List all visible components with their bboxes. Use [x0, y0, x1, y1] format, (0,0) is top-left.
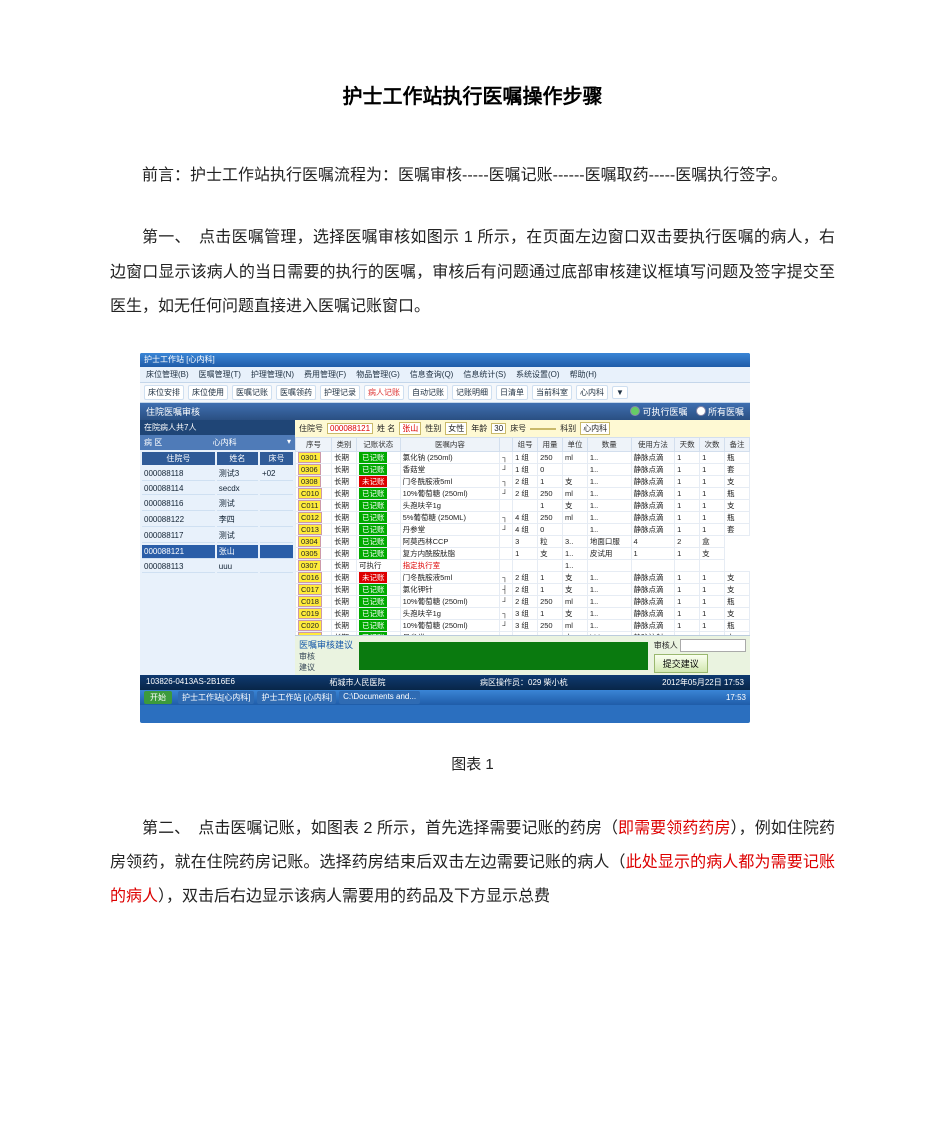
radio-executable[interactable]: 可执行医嘱	[630, 405, 687, 418]
taskbar-item[interactable]: 护士工作站[心内科]	[178, 691, 254, 704]
order-row[interactable]: 0305长期已记账复方内酰胺肽脂1支1..皮试用11支	[296, 548, 750, 560]
order-row[interactable]: C019长期已记账头孢呋辛1g┐3 组1支1..静脉点滴11支	[296, 608, 750, 620]
patient-row[interactable]: 000088113uuu	[142, 561, 293, 573]
order-row[interactable]: C017长期已记账氯化钾针┤2 组1支1..静脉点滴11支	[296, 584, 750, 596]
order-row[interactable]: C013长期已记账丹参堂┘4 组01..静脉点滴11套	[296, 524, 750, 536]
toolbar[interactable]: 床位安排床位使用医嘱记账医嘱领药护理记录病人记账自动记账记账明细日清单当前科室心…	[140, 383, 750, 403]
toolbar-button[interactable]: 日清单	[496, 385, 528, 400]
patient-sidebar: 在院病人共7人 病 区 心内科 ▾ 住院号姓名床号000088118测试3+02…	[140, 420, 295, 675]
menu-item[interactable]: 信息查询(Q)	[410, 369, 454, 380]
patient-row[interactable]: 000088114secdx	[142, 483, 293, 495]
status-time: 2012年05月22日 17:53	[662, 677, 744, 688]
value-dept: 心内科	[580, 422, 610, 435]
taskbar-clock: 17:53	[726, 693, 746, 702]
panel-header: 住院医嘱审核 可执行医嘱 所有医嘱	[140, 403, 750, 421]
label-bed: 床号	[510, 423, 526, 434]
order-row[interactable]: C011长期已记账头孢呋辛1g1支1..静脉点滴11支	[296, 500, 750, 512]
patient-info-bar: 住院号 000088121 姓 名张山 性别女性 年龄 30 床号 科别心内科	[295, 420, 750, 437]
label-sex: 性别	[425, 423, 441, 434]
label-name: 姓 名	[377, 423, 395, 434]
suggestion-bar: 医嘱审核建议 审核建议 审核人 提交建议	[295, 635, 750, 675]
order-row[interactable]: C010长期已记账10%葡萄糖 (250ml)┘2 组250ml1..静脉点滴1…	[296, 488, 750, 500]
page-title: 护士工作站执行医嘱操作步骤	[110, 80, 835, 109]
sidebar-count: 在院病人共7人	[140, 420, 295, 435]
order-row[interactable]: 0306长期已记账香菇堂┘1 组01..静脉点滴11套	[296, 464, 750, 476]
menubar[interactable]: 床位管理(B) 医嘱管理(T) 护理管理(N) 费用管理(F) 物品管理(G) 信息查询(…	[140, 367, 750, 383]
status-operator: 病区操作员：029 柴小杭	[480, 677, 568, 688]
status-hospital: 柘城市人民医院	[330, 677, 386, 688]
order-row[interactable]: C012长期已记账5%葡萄糖 (250ML)┐4 组250ml1..静脉点滴11…	[296, 512, 750, 524]
order-row[interactable]: 0308长期未记账门冬酰胺液5ml┐2 组1支1..静脉点滴11支	[296, 476, 750, 488]
toolbar-button[interactable]: 心内科	[576, 385, 608, 400]
order-row[interactable]: C016长期未记账门冬酰胺液5ml┐2 组1支1..静脉点滴11支	[296, 572, 750, 584]
figure-1-screenshot: 护士工作站 [心内科] 床位管理(B) 医嘱管理(T) 护理管理(N) 费用管理(F)…	[140, 353, 750, 723]
taskbar-item[interactable]: 护士工作站 [心内科]	[257, 691, 336, 704]
order-row[interactable]: 0307长期可执行指定执行室1..	[296, 560, 750, 572]
taskbar[interactable]: 开始 护士工作站[心内科]护士工作站 [心内科]C:\Documents and…	[140, 690, 750, 705]
menu-item[interactable]: 系统设置(O)	[516, 369, 560, 380]
preface: 前言：护士工作站执行医嘱流程为：医嘱审核-----医嘱记账------医嘱取药-…	[110, 159, 835, 193]
ward-selector[interactable]: 病 区 心内科 ▾	[140, 435, 295, 450]
auditor-input[interactable]	[680, 639, 746, 652]
start-button[interactable]: 开始	[144, 691, 172, 704]
patient-row[interactable]: 000088116测试	[142, 497, 293, 511]
window-title: 护士工作站 [心内科]	[144, 354, 215, 365]
menu-item[interactable]: 费用管理(F)	[304, 369, 346, 380]
order-row[interactable]: C020长期已记账10%葡萄糖 (250ml)┘3 组250ml1..静脉点滴1…	[296, 620, 750, 632]
patient-row[interactable]: 000088122李四	[142, 513, 293, 527]
order-grid[interactable]: 序号类别记账状态医嘱内容组号用量单位数量使用方法天数次数备注0301长期已记账氯…	[295, 437, 750, 635]
value-sex: 女性	[445, 422, 467, 435]
order-row[interactable]: 0304长期已记账阿莫西林CCP3粒3..地面口服42盒	[296, 536, 750, 548]
order-row[interactable]: 0301长期已记账氯化钠 (250ml)┐1 组250ml1..静脉点滴11瓶	[296, 452, 750, 464]
label-inno: 住院号	[299, 423, 323, 434]
menu-item[interactable]: 床位管理(B)	[146, 369, 189, 380]
toolbar-button[interactable]: 自动记账	[408, 385, 448, 400]
auditor-label: 审核人	[654, 641, 678, 650]
panel-title: 住院医嘱审核	[146, 405, 200, 418]
toolbar-button[interactable]: 床位使用	[188, 385, 228, 400]
menu-item[interactable]: 物品管理(G)	[356, 369, 400, 380]
radio-all[interactable]: 所有医嘱	[696, 405, 744, 418]
toolbar-button[interactable]: 当前科室	[532, 385, 572, 400]
patient-row[interactable]: 000088118测试3+02	[142, 467, 293, 481]
patient-row[interactable]: 000088121张山	[142, 545, 293, 559]
toolbar-button[interactable]: ▼	[612, 386, 628, 399]
toolbar-button[interactable]: 医嘱领药	[276, 385, 316, 400]
step-1: 第一、 点击医嘱管理，选择医嘱审核如图示 1 所示，在页面左边窗口双击要执行医嘱…	[110, 221, 835, 324]
value-inno: 000088121	[327, 423, 373, 434]
window-titlebar: 护士工作站 [心内科]	[140, 353, 750, 367]
toolbar-button[interactable]: 护理记录	[320, 385, 360, 400]
patient-row[interactable]: 000088117测试	[142, 529, 293, 543]
patient-list[interactable]: 住院号姓名床号000088118测试3+02000088114secdx0000…	[140, 450, 295, 575]
submit-suggestion-button[interactable]: 提交建议	[654, 654, 708, 673]
suggestion-title: 医嘱审核建议	[299, 638, 353, 651]
status-bar: 103826-0413AS-2B16E6 柘城市人民医院 病区操作员：029 柴…	[140, 675, 750, 690]
chevron-down-icon: ▾	[287, 437, 291, 448]
status-host: 103826-0413AS-2B16E6	[146, 677, 235, 688]
panel-body: 在院病人共7人 病 区 心内科 ▾ 住院号姓名床号000088118测试3+02…	[140, 420, 750, 675]
menu-item[interactable]: 护理管理(N)	[251, 369, 294, 380]
taskbar-item[interactable]: C:\Documents and...	[339, 691, 420, 704]
suggestion-textarea[interactable]	[359, 642, 648, 670]
value-name: 张山	[399, 422, 421, 435]
step-2: 第二、 点击医嘱记账，如图表 2 所示，首先选择需要记账的药房（即需要领药药房）…	[110, 812, 835, 915]
order-row[interactable]: C018长期已记账10%葡萄糖 (250ml)┘2 组250ml1..静脉点滴1…	[296, 596, 750, 608]
toolbar-button[interactable]: 床位安排	[144, 385, 184, 400]
menu-item[interactable]: 帮助(H)	[570, 369, 597, 380]
value-bed	[530, 428, 556, 430]
document-page: 护士工作站执行医嘱操作步骤 前言：护士工作站执行医嘱流程为：医嘱审核-----医…	[0, 0, 945, 983]
label-age: 年龄	[471, 423, 487, 434]
toolbar-button[interactable]: 医嘱记账	[232, 385, 272, 400]
label-dept: 科别	[560, 423, 576, 434]
toolbar-button[interactable]: 记账明细	[452, 385, 492, 400]
figure-1-caption: 图表 1	[110, 753, 835, 774]
menu-item[interactable]: 信息统计(S)	[463, 369, 506, 380]
order-panel: 住院号 000088121 姓 名张山 性别女性 年龄 30 床号 科别心内科 序号…	[295, 420, 750, 675]
toolbar-button[interactable]: 病人记账	[364, 385, 404, 400]
menu-item[interactable]: 医嘱管理(T)	[199, 369, 241, 380]
value-age: 30	[491, 423, 506, 434]
